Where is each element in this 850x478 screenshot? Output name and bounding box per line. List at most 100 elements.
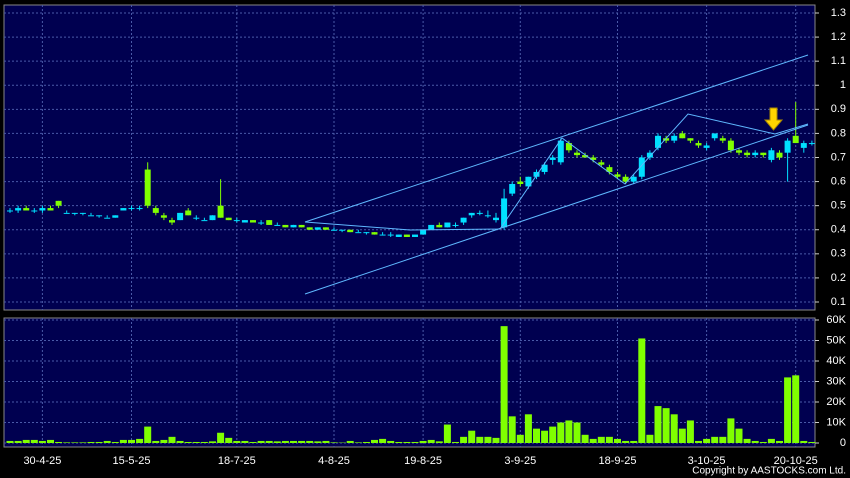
- volume-bar: [192, 441, 200, 443]
- candle-body: [55, 200, 62, 206]
- volume-bar: [703, 438, 711, 443]
- volume-bar: [184, 441, 192, 443]
- volume-bar: [533, 428, 540, 443]
- y-tick-label: 30K: [826, 375, 846, 387]
- candle-body: [136, 208, 143, 210]
- candle-body: [225, 217, 232, 221]
- volume-bar: [55, 441, 63, 443]
- volume-bar: [233, 440, 241, 443]
- volume-bar: [524, 414, 532, 443]
- volume-bar: [314, 441, 322, 443]
- candle-body: [420, 229, 427, 235]
- volume-bar: [759, 441, 767, 443]
- candle-body: [363, 232, 370, 234]
- candle-body: [436, 224, 443, 228]
- y-tick-label: 0: [840, 437, 846, 449]
- candle-body: [314, 227, 321, 230]
- volume-bar: [144, 426, 152, 443]
- candle-body: [7, 210, 13, 212]
- volume-bar: [776, 440, 783, 443]
- volume-bar: [79, 442, 87, 443]
- y-tick-label: 0.5: [831, 200, 846, 212]
- candle-body: [565, 143, 572, 151]
- y-tick-label: 0.2: [831, 272, 846, 284]
- volume-bar: [597, 436, 605, 443]
- swing-line: [304, 113, 809, 231]
- volume-bar: [443, 424, 451, 443]
- candle-body: [736, 150, 742, 153]
- candle-body: [727, 140, 734, 151]
- candle-body: [322, 227, 329, 230]
- volume-bar: [711, 436, 719, 443]
- volume-bar: [22, 439, 30, 443]
- volume-bar: [695, 440, 702, 443]
- volume-bar: [508, 416, 516, 443]
- candle-body: [250, 220, 256, 223]
- volume-bar: [403, 441, 411, 443]
- y-tick-label: 0.8: [831, 127, 846, 139]
- candle-body: [800, 143, 807, 148]
- volume-bar: [209, 441, 216, 443]
- volume-bar: [492, 437, 500, 443]
- y-tick-label: 0.4: [831, 224, 846, 236]
- x-tick-label: 19-8-25: [404, 455, 442, 467]
- candle-body: [379, 234, 386, 236]
- arrow-marker: [763, 107, 784, 131]
- candle-body: [663, 138, 670, 141]
- candle-body: [541, 164, 548, 172]
- volume-bar: [435, 441, 443, 443]
- volume-bar: [751, 440, 759, 443]
- volume-bar: [646, 434, 654, 443]
- x-tick-label: 4-8-25: [318, 455, 350, 467]
- volume-bar: [557, 422, 565, 443]
- candle-body: [679, 133, 686, 139]
- candle-body: [517, 181, 524, 184]
- volume-bar: [119, 439, 127, 443]
- volume-bar: [217, 432, 225, 443]
- volume-bar: [468, 430, 476, 443]
- candle-body: [784, 140, 791, 153]
- volume-bar: [47, 439, 54, 443]
- y-tick-label: 1.3: [831, 7, 846, 19]
- volume-bar: [670, 414, 678, 443]
- y-tick-label: 20K: [826, 396, 846, 408]
- y-tick-label: 60K: [826, 314, 846, 326]
- volume-bar: [395, 441, 403, 443]
- candle-body: [655, 135, 661, 148]
- candle-body: [776, 152, 783, 158]
- volume-bar: [427, 439, 435, 443]
- y-tick-label: 10K: [826, 416, 846, 428]
- volume-bar: [241, 440, 249, 443]
- volume-bar: [419, 440, 427, 443]
- volume-bar: [298, 440, 306, 443]
- candle-body: [460, 217, 467, 223]
- y-tick-label: 40K: [826, 355, 846, 367]
- candle-body: [39, 208, 46, 211]
- candle-body: [752, 152, 759, 156]
- candle-body: [112, 215, 119, 218]
- candle-body: [258, 222, 265, 224]
- candle-body: [160, 215, 167, 218]
- volume-bar: [630, 440, 638, 443]
- candle-body: [15, 208, 22, 211]
- volume-bar: [63, 442, 71, 443]
- y-tick-label: 0.6: [831, 175, 846, 187]
- volume-bar: [516, 434, 524, 443]
- volume-bar: [719, 436, 727, 443]
- candle-body: [711, 133, 718, 139]
- candle-body: [290, 224, 297, 228]
- candle-body: [88, 215, 94, 217]
- candle-body: [671, 135, 678, 141]
- candle-body: [152, 208, 159, 213]
- candle-body: [298, 224, 305, 228]
- y-tick-label: 0.7: [831, 151, 846, 163]
- candle-body: [217, 205, 224, 218]
- volume-bar: [379, 438, 387, 443]
- volume-bar: [95, 441, 103, 443]
- candle-body: [331, 229, 337, 231]
- volume-bar: [460, 436, 468, 443]
- candle-body: [574, 152, 580, 156]
- volume-bar: [87, 441, 95, 443]
- volume-bar: [160, 439, 168, 443]
